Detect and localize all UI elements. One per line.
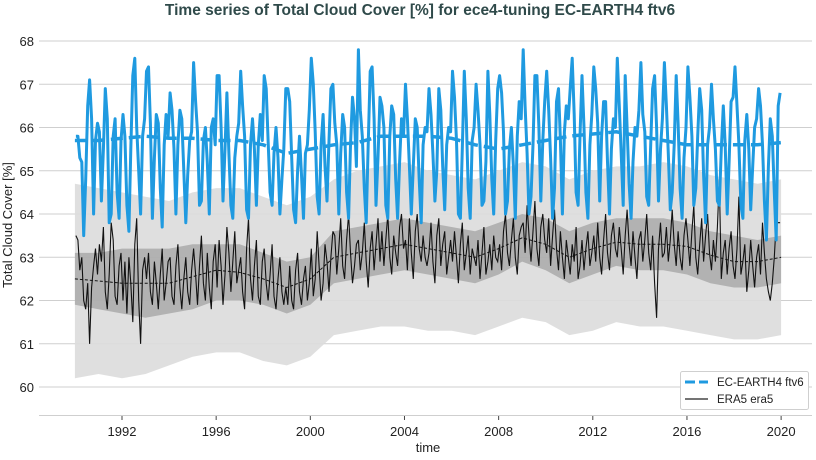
x-tick-label: 2008	[484, 424, 513, 439]
legend: EC-EARTH4 ftv6 ERA5 era5	[680, 371, 809, 410]
model-monthly-line	[75, 48, 782, 242]
era5-running-mean-line	[74, 237, 782, 289]
model-running-mean-line	[74, 130, 782, 156]
legend-label-era5: ERA5 era5	[717, 394, 773, 406]
legend-label-model: EC-EARTH4 ftv6	[717, 377, 804, 389]
y-tick-label: 67	[20, 77, 34, 92]
era5-bands	[74, 162, 782, 379]
x-tick-label: 2020	[767, 424, 796, 439]
y-tick-label: 63	[20, 250, 34, 265]
y-tick-label: 60	[20, 380, 34, 395]
y-tick-label: 61	[20, 337, 34, 352]
y-tick-label: 65	[20, 164, 34, 179]
y-axis-label: Total Cloud Cover [%]	[0, 162, 15, 288]
era5-monthly-line	[75, 179, 781, 344]
y-tick-label: 64	[20, 207, 34, 222]
series-lines	[74, 48, 782, 344]
y-axis-ticks: 60 61 62 63 64 65 66 67 68	[20, 34, 34, 395]
x-tick-label: 2012	[578, 424, 607, 439]
x-tick-label: 2000	[296, 424, 325, 439]
x-tick-label: 2004	[390, 424, 419, 439]
y-tick-label: 68	[20, 34, 34, 49]
chart-title: Time series of Total Cloud Cover [%] for…	[165, 2, 676, 19]
x-axis-label: time	[416, 440, 441, 455]
x-tick-label: 1992	[108, 424, 137, 439]
x-tick-label: 2016	[672, 424, 701, 439]
x-axis-ticks: 1992 1996 2000 2004 2008 2012 2016 2020	[108, 416, 796, 439]
legend-box	[680, 371, 809, 410]
x-tick-label: 1996	[202, 424, 231, 439]
y-tick-label: 62	[20, 294, 34, 309]
y-tick-label: 66	[20, 121, 34, 136]
